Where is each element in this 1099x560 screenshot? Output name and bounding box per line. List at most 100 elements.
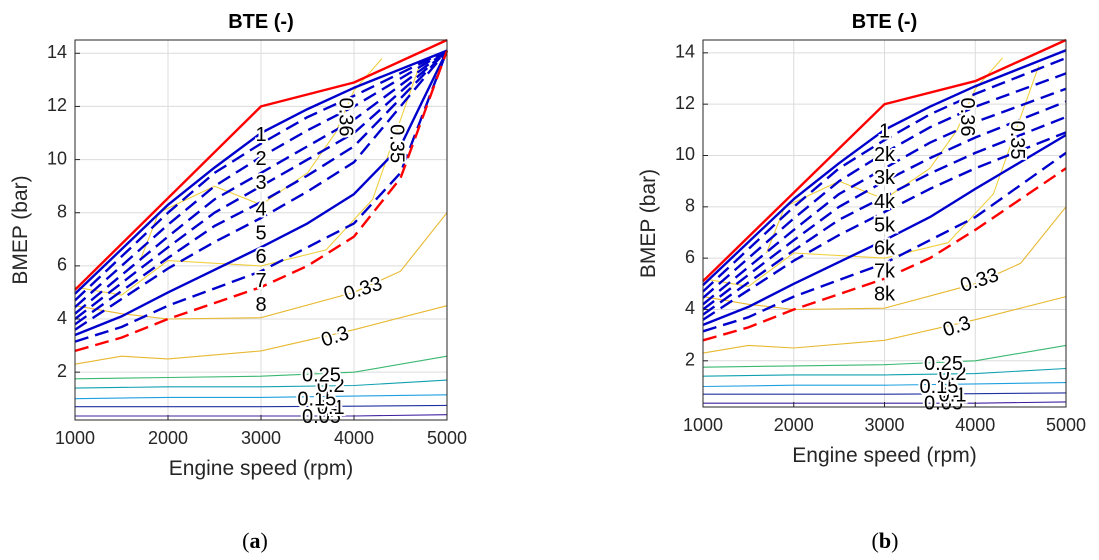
chart-b-boundary-blue-top <box>702 49 1067 286</box>
chart-b-y-tick-label-6: 14 <box>675 42 695 62</box>
chart-b-line-5 <box>702 131 1067 321</box>
chart-a-y-tick-label-2: 6 <box>57 255 67 275</box>
chart-b-x-tick-label-0: 1000 <box>683 415 723 435</box>
chart-b-x-tick-label-4: 5000 <box>1046 415 1086 435</box>
chart-a-contour-label-8: 0.36 <box>334 98 356 137</box>
chart-b-contour-4 <box>702 344 1067 368</box>
chart-a-line-6 <box>74 50 449 343</box>
chart-a-y-tick-label-4: 10 <box>47 148 67 168</box>
chart-b-line-label-0: 1 <box>879 121 890 143</box>
chart-a-contour-label-2: 0.15 <box>297 388 336 410</box>
chart-a-y-tick-label-3: 8 <box>57 201 67 221</box>
chart-a-x-tick-label-2: 3000 <box>241 428 281 448</box>
chart-a-x-tick-label-4: 5000 <box>427 428 467 448</box>
chart-a-line-7 <box>74 50 449 353</box>
chart-b-contour-2 <box>702 382 1067 388</box>
chart-b-line-0 <box>702 56 1067 293</box>
chart-a-contour-label-3: 0.2 <box>317 375 345 397</box>
chart-b-contour-label-4: 0.25 <box>924 353 963 375</box>
chart-b-y-tick-label-5: 12 <box>675 93 695 113</box>
chart-b-y-tick-label-3: 8 <box>685 196 695 216</box>
chart-a-line-5 <box>74 49 448 331</box>
chart-b-x-axis-label: Engine speed (rpm) <box>792 444 976 467</box>
chart-b-x-tick-label-1: 2000 <box>774 415 814 435</box>
chart-b-line-2 <box>702 87 1067 306</box>
chart-a-line-label-4: 5 <box>255 222 266 244</box>
chart-a-line-label-0: 1 <box>255 124 266 146</box>
chart-a-contour-lines <box>74 58 448 417</box>
chart-b-line-label-5: 6k <box>874 237 896 259</box>
chart-b-line-3 <box>702 100 1067 311</box>
chart-b-contour-label-0: 0.05 <box>924 393 963 415</box>
chart-a-line-label-5: 6 <box>255 246 266 268</box>
chart-b-contour-lines <box>702 57 1067 404</box>
chart-b-line-label-4: 5k <box>874 214 896 236</box>
chart-a-caption: (a) <box>242 528 268 553</box>
chart-a-boundary-blue-bottom <box>74 50 449 337</box>
chart-a-y-tick-label-1: 4 <box>57 308 67 328</box>
chart-a-line-3 <box>74 49 448 320</box>
chart-a-contour-2 <box>74 394 448 400</box>
chart-b-boundary-red-top <box>702 38 1067 283</box>
chart-b-y-axis-label: BMEP (bar) <box>637 169 660 278</box>
chart-a-contour-5 <box>74 305 448 365</box>
chart-b-contour-7 <box>702 65 1040 287</box>
chart-b-contour-label-8: 0.36 <box>956 98 978 137</box>
chart-a-contour-label-0: 0.05 <box>302 406 341 428</box>
chart-a-contour-label-4: 0.25 <box>302 364 341 386</box>
chart-a-line-label-7: 8 <box>255 294 266 316</box>
chart-b-line-label-6: 7k <box>874 261 896 283</box>
chart-a-contour-4 <box>74 355 448 380</box>
chart-a-contour-label-1: 0.1 <box>317 397 345 419</box>
chart-a-line-label-2: 3 <box>255 172 266 194</box>
chart-b-contour-label-2: 0.15 <box>919 376 958 398</box>
chart-a-y-tick-label-0: 2 <box>57 361 67 381</box>
chart-b-line-label-1: 2k <box>874 144 896 166</box>
chart-b-contour-6 <box>702 206 1067 311</box>
chart-b-contour-label-1: 0.1 <box>939 385 967 407</box>
chart-b-line-4 <box>702 115 1067 316</box>
chart-a-x-axis-label: Engine speed (rpm) <box>169 457 353 480</box>
chart-a-x-tick-label-1: 2000 <box>148 428 188 448</box>
chart-b-line-label-3: 4k <box>874 191 896 213</box>
chart-a-contour-7 <box>74 66 420 296</box>
chart-a-line-label-3: 4 <box>255 198 266 220</box>
chart-a-contour-label-7: 0.35 <box>386 124 408 163</box>
chart-b-contour-label-7: 0.35 <box>1006 121 1028 160</box>
chart-b-x-tick-label-2: 3000 <box>864 415 904 435</box>
chart-a-contour-1 <box>75 404 448 408</box>
chart-a-line-label-6: 7 <box>255 270 266 292</box>
chart-a-line-1 <box>74 49 448 308</box>
chart-b-caption: (b) <box>872 528 899 553</box>
chart-panel-a: 0.050.10.150.20.250.30.330.350.361234567… <box>9 11 467 553</box>
chart-b-x-tick-label-3: 4000 <box>955 415 995 435</box>
chart-a-y-tick-label-5: 12 <box>47 95 67 115</box>
chart-b-contour-1 <box>703 392 1067 395</box>
chart-b-y-tick-label-4: 10 <box>675 144 695 164</box>
chart-b-contour-5 <box>702 296 1067 354</box>
chart-a-contour-3 <box>74 379 448 389</box>
chart-b-line-1 <box>702 72 1067 299</box>
chart-a-x-tick-label-0: 1000 <box>55 428 95 448</box>
chart-a-x-tick-label-3: 4000 <box>334 428 374 448</box>
chart-b-y-tick-label-2: 6 <box>685 247 695 267</box>
chart-b-title: BTE (-) <box>852 11 918 33</box>
chart-b-contour-label-3: 0.2 <box>939 363 967 385</box>
chart-panel-b: 0.050.10.150.20.250.30.330.350.3612k3k4k… <box>637 11 1086 553</box>
chart-a-title: BTE (-) <box>228 11 294 33</box>
chart-b-y-tick-label-0: 2 <box>685 350 695 370</box>
chart-a-line-label-1: 2 <box>255 148 266 170</box>
chart-a-y-axis-label: BMEP (bar) <box>9 175 32 284</box>
chart-b-contour-3 <box>702 367 1067 377</box>
chart-b-line-7 <box>702 167 1067 342</box>
chart-a-line-2 <box>74 49 448 315</box>
chart-b-contour-8 <box>765 57 1003 254</box>
chart-a-boundary-red-top <box>74 38 448 291</box>
chart-a-boundary-blue-top <box>74 49 448 295</box>
chart-b-line-6 <box>702 151 1067 333</box>
chart-b-boundary-blue-bottom <box>702 133 1067 327</box>
chart-a-line-0 <box>74 49 448 302</box>
chart-a-contour-6 <box>74 212 448 320</box>
chart-b-y-tick-label-1: 4 <box>685 298 695 318</box>
